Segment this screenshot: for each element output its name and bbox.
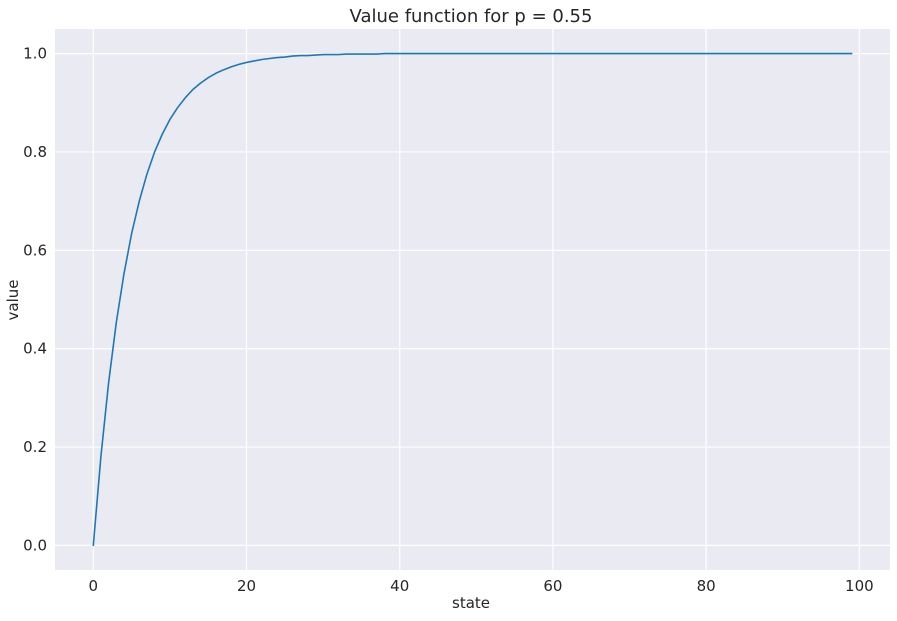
x-tick-label: 40 [390, 577, 409, 595]
y-axis-label: value [4, 280, 22, 321]
x-tick-label: 20 [237, 577, 256, 595]
y-tick-label: 0.2 [23, 438, 47, 456]
x-tick-label: 100 [845, 577, 874, 595]
plot-area: 0 20 40 60 80 100 0.0 0.2 0.4 0.6 0.8 1.0 [23, 29, 890, 595]
plot-background [55, 29, 890, 570]
x-tick-label: 60 [543, 577, 562, 595]
y-tick-label: 0.4 [23, 340, 47, 358]
series-line [92, 52, 853, 547]
chart-title: Value function for p = 0.55 [350, 6, 593, 27]
y-tick-label: 0.6 [23, 241, 47, 259]
x-axis-label: state [452, 594, 490, 612]
y-tick-label: 0.8 [23, 143, 47, 161]
x-tick-label: 80 [697, 577, 716, 595]
x-tick-label: 0 [89, 577, 99, 595]
y-tick-label: 1.0 [23, 45, 47, 63]
y-tick-label: 0.0 [23, 536, 47, 554]
